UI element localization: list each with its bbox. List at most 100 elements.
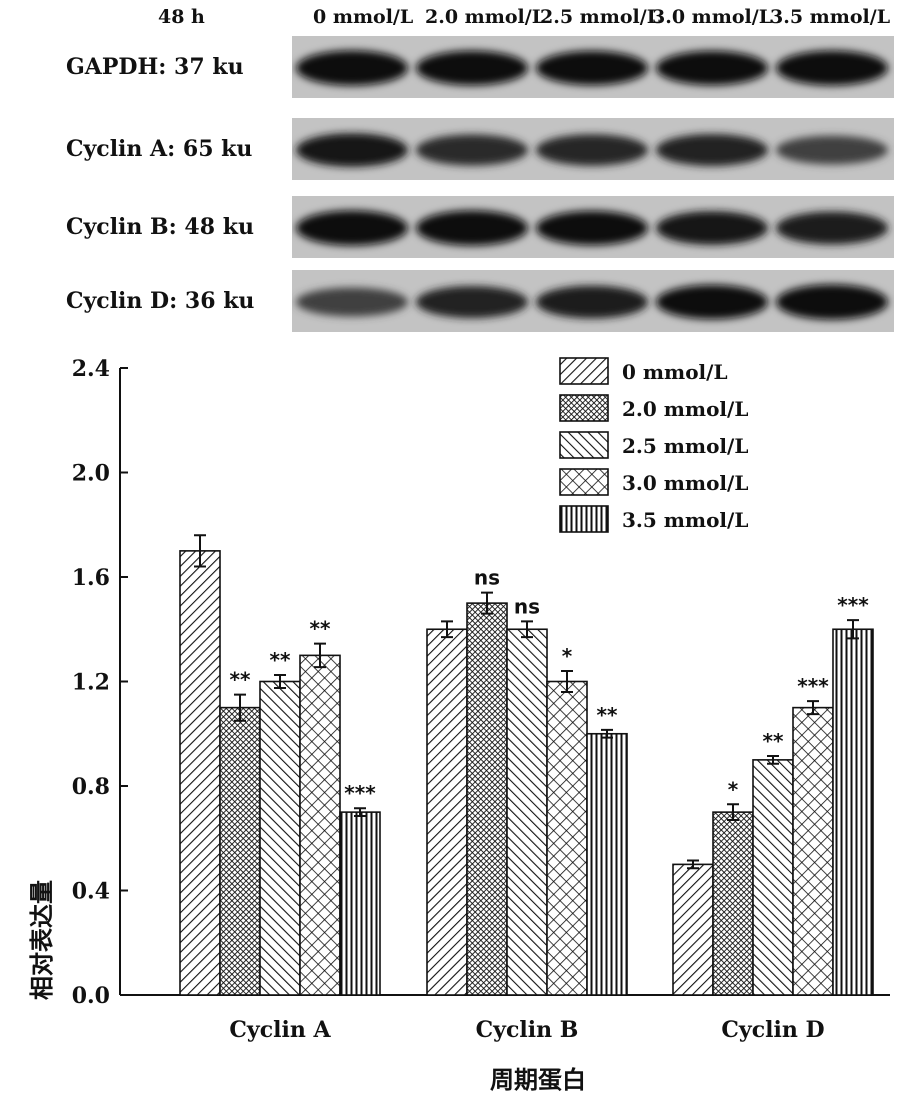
legend-swatch bbox=[559, 431, 609, 459]
error-bar bbox=[687, 859, 699, 870]
error-bar bbox=[274, 673, 286, 690]
bar bbox=[752, 759, 794, 996]
significance-label: * bbox=[728, 777, 739, 801]
blot-band bbox=[296, 50, 408, 86]
x-axis-title: 周期蛋白 bbox=[490, 1066, 586, 1094]
concentration-label: 3.0 mmol/L bbox=[652, 6, 773, 28]
legend-label: 0 mmol/L bbox=[622, 360, 728, 384]
x-tick-label: Cyclin A bbox=[229, 1017, 331, 1043]
significance-label: *** bbox=[797, 674, 829, 698]
significance-label: * bbox=[562, 644, 573, 668]
blot-row-cyclin-a: Cyclin A: 65 ku bbox=[0, 118, 900, 184]
y-tick-label: 0.8 bbox=[72, 774, 110, 800]
blot-row-label: GAPDH: 37 ku bbox=[66, 54, 244, 80]
bar bbox=[672, 863, 714, 996]
concentration-label: 2.5 mmol/L bbox=[540, 6, 661, 28]
blot-row-label: Cyclin D: 36 ku bbox=[66, 288, 255, 314]
blot-image bbox=[292, 270, 894, 332]
significance-label: ** bbox=[270, 648, 291, 672]
blot-band bbox=[536, 210, 648, 246]
error-bar bbox=[847, 619, 859, 640]
bar bbox=[506, 628, 548, 996]
bar bbox=[712, 811, 754, 996]
significance-label: ** bbox=[310, 617, 331, 641]
y-tick-label: 1.6 bbox=[72, 565, 110, 591]
legend-label: 2.0 mmol/L bbox=[622, 397, 748, 421]
y-tick-label: 2.4 bbox=[72, 356, 110, 382]
legend-label: 3.0 mmol/L bbox=[622, 471, 748, 495]
bar bbox=[259, 680, 301, 996]
y-tick-label: 0.4 bbox=[72, 879, 110, 905]
significance-label: ** bbox=[597, 703, 618, 727]
blot-band bbox=[296, 133, 408, 167]
bar bbox=[792, 706, 834, 996]
blot-band bbox=[416, 210, 528, 246]
blot-band bbox=[296, 287, 408, 317]
blot-image bbox=[292, 118, 894, 180]
legend-swatch bbox=[559, 357, 609, 385]
axes: 0.0 0.4 0.8 1.2 1.6 2.0 2.4 Cyclin A Cyclin B Cyc… bbox=[72, 356, 890, 1043]
significance-label: ** bbox=[230, 668, 251, 692]
legend-swatch bbox=[559, 468, 609, 496]
blot-band bbox=[776, 135, 888, 165]
blot-band bbox=[656, 211, 768, 245]
blot-header: 48 h 0 mmol/L 2.0 mmol/L 2.5 mmol/L 3.0 … bbox=[0, 0, 900, 36]
significance-label: ns bbox=[474, 566, 500, 590]
y-tick-label: 0.0 bbox=[72, 983, 110, 1009]
error-bar bbox=[521, 620, 533, 639]
x-tick-label: Cyclin B bbox=[476, 1017, 579, 1043]
blot-row-label: Cyclin B: 48 ku bbox=[66, 214, 254, 240]
significance-label: ** bbox=[763, 729, 784, 753]
bar bbox=[546, 680, 588, 996]
bar bbox=[299, 654, 341, 996]
error-bar bbox=[354, 807, 366, 818]
blot-row-label: Cyclin A: 65 ku bbox=[66, 136, 253, 162]
error-bar bbox=[601, 728, 613, 739]
blot-image bbox=[292, 196, 894, 258]
blot-row-cyclin-d: Cyclin D: 36 ku bbox=[0, 270, 900, 336]
blot-band bbox=[536, 285, 648, 319]
blot-band bbox=[536, 50, 648, 86]
error-bar bbox=[561, 670, 573, 693]
bar bbox=[339, 811, 381, 996]
legend: 0 mmol/L 2.0 mmol/L 2.5 mmol/L 3.0 mmol/L 3.… bbox=[559, 357, 748, 533]
concentration-label: 0 mmol/L bbox=[313, 6, 414, 28]
bar bbox=[466, 602, 508, 996]
blot-band bbox=[416, 50, 528, 86]
legend-swatch bbox=[559, 394, 609, 422]
x-tick-label: Cyclin D bbox=[721, 1017, 824, 1043]
error-bar bbox=[807, 700, 819, 716]
error-bar bbox=[314, 642, 326, 669]
blot-row-gapdh: GAPDH: 37 ku bbox=[0, 36, 900, 102]
bar-chart: 0.0 0.4 0.8 1.2 1.6 2.0 2.4 Cyclin A Cyclin B Cyc… bbox=[28, 356, 890, 1094]
legend-label: 2.5 mmol/L bbox=[622, 434, 748, 458]
blot-band bbox=[416, 134, 528, 166]
blot-row-cyclin-b: Cyclin B: 48 ku bbox=[0, 196, 900, 262]
blot-band bbox=[656, 50, 768, 86]
y-tick-label: 1.2 bbox=[72, 670, 110, 696]
legend-label: 3.5 mmol/L bbox=[622, 508, 748, 532]
concentration-label: 3.5 mmol/L bbox=[770, 6, 891, 28]
bar bbox=[586, 732, 628, 996]
error-bar bbox=[481, 591, 493, 615]
y-axis-title: 相对表达量 bbox=[28, 880, 56, 1000]
blot-band bbox=[416, 286, 528, 318]
blot-band bbox=[296, 210, 408, 246]
blot-band bbox=[656, 284, 768, 320]
error-bar bbox=[727, 803, 739, 821]
bar bbox=[219, 706, 261, 996]
blot-band bbox=[536, 134, 648, 166]
blot-band bbox=[656, 134, 768, 166]
error-bar bbox=[441, 620, 453, 639]
blot-image bbox=[292, 36, 894, 98]
legend-swatch bbox=[559, 505, 609, 533]
blot-band bbox=[776, 284, 888, 320]
blot-band bbox=[776, 211, 888, 245]
error-bar bbox=[194, 534, 206, 568]
significance-label: *** bbox=[837, 593, 869, 617]
error-bar bbox=[234, 693, 246, 722]
bar bbox=[832, 628, 874, 996]
concentration-label: 2.0 mmol/L bbox=[425, 6, 546, 28]
y-tick-label: 2.0 bbox=[72, 461, 110, 487]
